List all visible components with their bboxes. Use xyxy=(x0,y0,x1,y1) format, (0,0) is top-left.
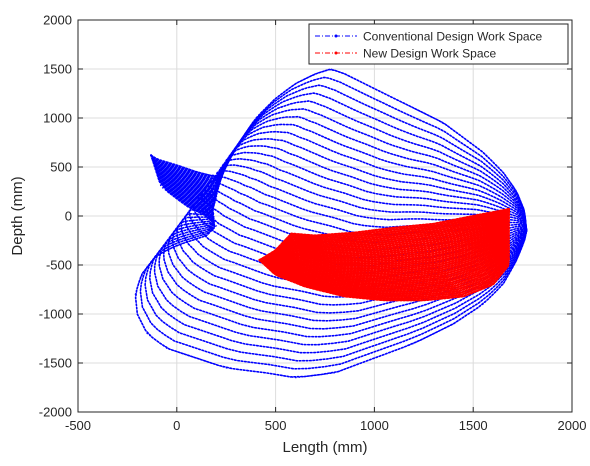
x-axis-label: Length (mm) xyxy=(282,439,367,456)
legend: Conventional Design Work Space New Design… xyxy=(308,23,569,65)
x-tick-label: 500 xyxy=(265,418,287,433)
workspace-curve xyxy=(150,154,528,275)
y-axis-label: Depth (mm) xyxy=(9,176,26,255)
y-tick-label: 1000 xyxy=(43,111,72,126)
workspace-curve xyxy=(150,151,528,232)
y-tick-label: -500 xyxy=(46,258,72,273)
workspace-curve xyxy=(258,208,510,269)
legend-marker xyxy=(334,51,338,55)
y-tick-label: -1000 xyxy=(39,307,72,322)
data-layer xyxy=(134,68,528,379)
legend-label: New Design Work Space xyxy=(363,47,496,61)
legend-box xyxy=(308,23,569,65)
x-tick-label: 0 xyxy=(173,418,180,433)
y-tick-label: 0 xyxy=(65,209,72,224)
workspace-curve xyxy=(150,154,528,232)
y-tick-label: 2000 xyxy=(43,13,72,28)
workspace-curve xyxy=(150,92,528,232)
y-tick-label: -2000 xyxy=(39,405,72,420)
ticks: -500 0 500 1000 1500 2000 -2000 -1500 -1000 -500 0… xyxy=(39,13,587,434)
workspace-curve xyxy=(150,76,528,232)
y-tick-label: 500 xyxy=(50,160,72,175)
legend-entry: Conventional Design Work Space xyxy=(315,30,543,44)
x-tick-label: -500 xyxy=(65,418,91,433)
x-tick-label: 1000 xyxy=(360,418,389,433)
y-tick-label: 1500 xyxy=(43,62,72,77)
y-tick-label: -1500 xyxy=(39,356,72,371)
series-new-workspace xyxy=(258,208,510,302)
x-tick-label: 2000 xyxy=(558,418,587,433)
workspace-curve xyxy=(150,145,528,232)
workspace-curve xyxy=(134,154,528,378)
legend-marker xyxy=(334,34,338,38)
workspace-boundary xyxy=(134,68,528,379)
workspace-curve xyxy=(150,84,528,232)
legend-entry: New Design Work Space xyxy=(315,47,496,61)
legend-label: Conventional Design Work Space xyxy=(363,30,543,44)
x-tick-label: 1500 xyxy=(459,418,488,433)
workspace-curve xyxy=(150,100,528,232)
